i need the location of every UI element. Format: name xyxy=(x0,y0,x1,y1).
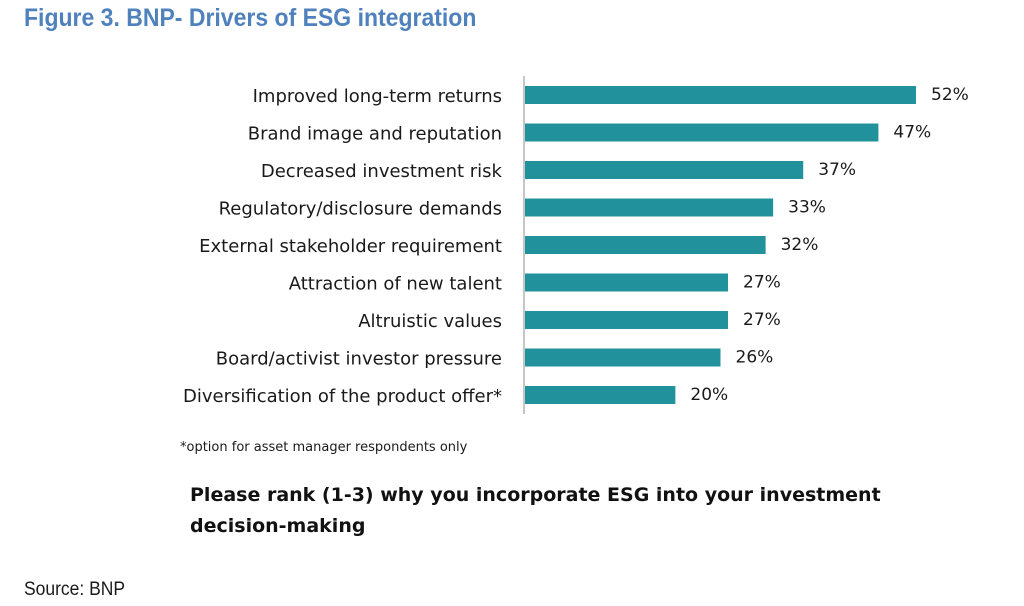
bar-5 xyxy=(525,273,729,292)
category-label-3: Regulatory/disclosure demands xyxy=(219,199,502,220)
bar-2 xyxy=(525,161,804,179)
survey-question: Please rank (1-3) why you incorporate ES… xyxy=(190,484,881,537)
bar-0 xyxy=(525,86,916,104)
bar-1 xyxy=(525,123,879,142)
category-label-1: Brand image and reputation xyxy=(248,124,502,145)
value-label-3: 33% xyxy=(788,198,826,218)
bar-chart: Improved long-term returns Brand image an… xyxy=(183,76,969,414)
category-label-2: Decreased investment risk xyxy=(261,161,503,182)
value-label-4: 32% xyxy=(781,235,819,255)
bars-group xyxy=(525,86,916,404)
footnote: *option for asset manager respondents on… xyxy=(180,440,468,455)
bar-4 xyxy=(525,236,766,254)
bar-8 xyxy=(525,386,676,404)
value-label-1: 47% xyxy=(893,123,931,143)
value-label-8: 20% xyxy=(690,385,728,405)
value-label-6: 27% xyxy=(743,310,781,330)
category-label-7: Board/activist investor pressure xyxy=(216,349,502,370)
category-labels-group: Improved long-term returns Brand image an… xyxy=(183,86,503,407)
category-label-4: External stakeholder requirement xyxy=(199,236,502,257)
source-note: Source: BNP xyxy=(24,579,126,600)
figure-title: Figure 3. BNP- Drivers of ESG integratio… xyxy=(24,4,477,32)
value-label-0: 52% xyxy=(931,85,969,105)
category-label-8: Diversification of the product offer* xyxy=(183,386,502,407)
bar-7 xyxy=(525,348,721,367)
bar-3 xyxy=(525,198,774,217)
category-label-6: Altruistic values xyxy=(358,311,502,332)
category-label-0: Improved long-term returns xyxy=(253,86,502,107)
value-label-5: 27% xyxy=(743,273,781,293)
bar-6 xyxy=(525,311,729,329)
value-labels-group: 52%47%37%33%32%27%27%26%20% xyxy=(690,85,968,405)
value-label-2: 37% xyxy=(818,160,856,180)
value-label-7: 26% xyxy=(736,348,774,368)
category-label-5: Attraction of new talent xyxy=(289,274,502,295)
